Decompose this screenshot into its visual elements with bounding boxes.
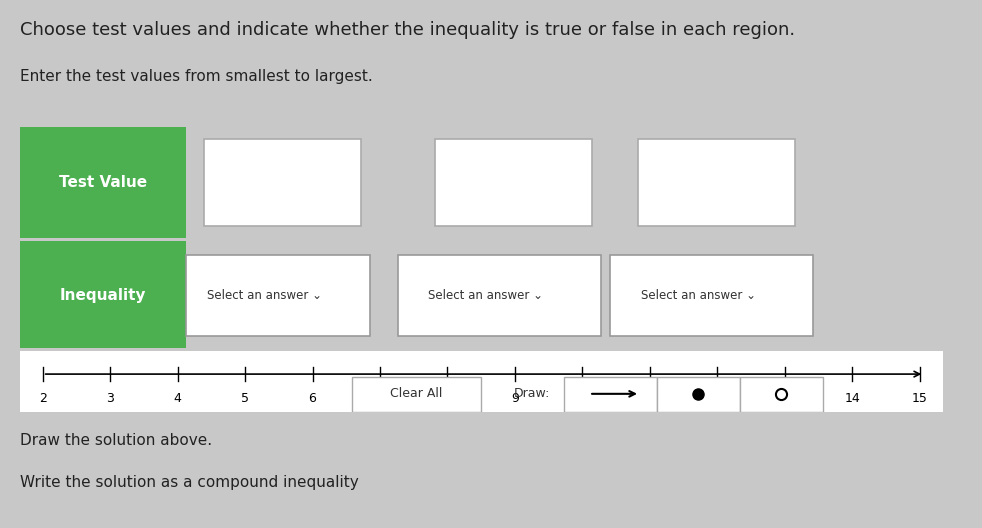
Text: 10: 10 xyxy=(574,392,590,404)
Text: 11: 11 xyxy=(642,392,658,404)
FancyBboxPatch shape xyxy=(20,127,186,238)
Text: Select an answer ⌄: Select an answer ⌄ xyxy=(428,289,543,302)
FancyBboxPatch shape xyxy=(186,255,370,336)
Text: 2: 2 xyxy=(38,392,47,404)
Text: 4: 4 xyxy=(174,392,182,404)
FancyBboxPatch shape xyxy=(435,139,592,226)
Text: 9: 9 xyxy=(511,392,518,404)
Text: 12: 12 xyxy=(709,392,725,404)
Text: Clear All: Clear All xyxy=(391,388,443,400)
Text: 13: 13 xyxy=(777,392,792,404)
Text: 15: 15 xyxy=(911,392,928,404)
FancyBboxPatch shape xyxy=(739,377,823,412)
Text: 6: 6 xyxy=(308,392,316,404)
Text: 7: 7 xyxy=(376,392,384,404)
Text: Select an answer ⌄: Select an answer ⌄ xyxy=(640,289,755,302)
FancyBboxPatch shape xyxy=(204,139,361,226)
FancyBboxPatch shape xyxy=(20,351,943,412)
Text: 5: 5 xyxy=(242,392,249,404)
FancyBboxPatch shape xyxy=(657,377,739,412)
Text: Write the solution as a compound inequality: Write the solution as a compound inequal… xyxy=(20,475,358,490)
Text: 14: 14 xyxy=(845,392,860,404)
Text: Test Value: Test Value xyxy=(59,175,146,190)
Text: Select an answer ⌄: Select an answer ⌄ xyxy=(207,289,322,302)
Text: 8: 8 xyxy=(444,392,452,404)
FancyBboxPatch shape xyxy=(638,139,795,226)
FancyBboxPatch shape xyxy=(398,255,601,336)
FancyBboxPatch shape xyxy=(20,241,186,348)
Text: Draw the solution above.: Draw the solution above. xyxy=(20,433,212,448)
FancyBboxPatch shape xyxy=(565,377,657,412)
Text: Enter the test values from smallest to largest.: Enter the test values from smallest to l… xyxy=(20,69,372,83)
Text: Draw:: Draw: xyxy=(514,388,550,400)
Text: 3: 3 xyxy=(106,392,114,404)
Text: Inequality: Inequality xyxy=(60,288,146,303)
FancyBboxPatch shape xyxy=(352,377,481,412)
FancyBboxPatch shape xyxy=(611,255,813,336)
Text: Choose test values and indicate whether the inequality is true or false in each : Choose test values and indicate whether … xyxy=(20,21,794,39)
